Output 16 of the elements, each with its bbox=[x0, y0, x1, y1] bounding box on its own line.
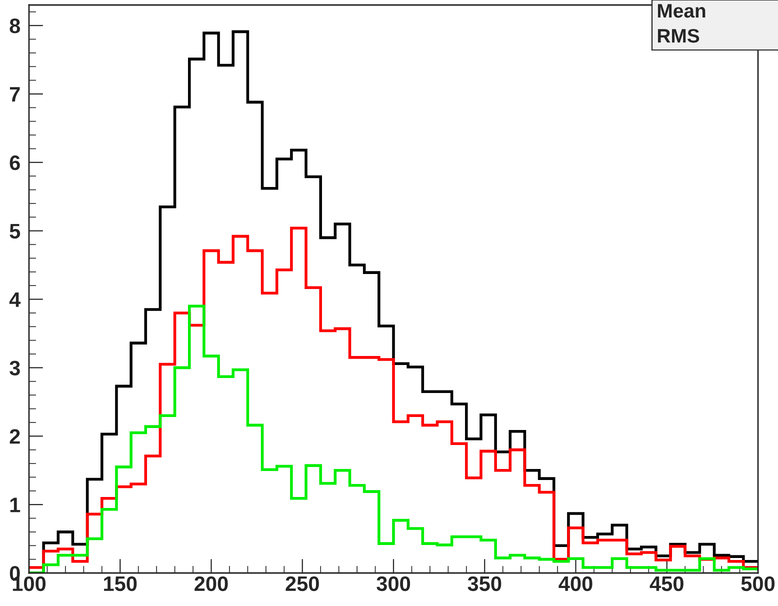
y-tick-label: 3 bbox=[10, 360, 20, 376]
x-tick-label: 500 bbox=[741, 576, 775, 592]
x-tick-label: 350 bbox=[468, 576, 502, 592]
y-tick-label: 1 bbox=[10, 498, 20, 512]
y-tick-label: 8 bbox=[10, 18, 20, 34]
y-tick-label: 5 bbox=[10, 224, 20, 239]
y-tick-label: 6 bbox=[10, 155, 20, 170]
x-tick-label: 200 bbox=[194, 576, 228, 592]
x-tick-label: 250 bbox=[286, 576, 319, 592]
y-tick-label: 4 bbox=[9, 292, 21, 307]
x-tick-label: 400 bbox=[558, 576, 592, 592]
x-tick-label: 150 bbox=[104, 576, 137, 592]
y-tick-label: 2 bbox=[10, 429, 20, 444]
y-tick-label: 7 bbox=[10, 87, 20, 102]
x-tick-label: 300 bbox=[376, 576, 410, 592]
x-tick-label: 450 bbox=[650, 576, 684, 592]
